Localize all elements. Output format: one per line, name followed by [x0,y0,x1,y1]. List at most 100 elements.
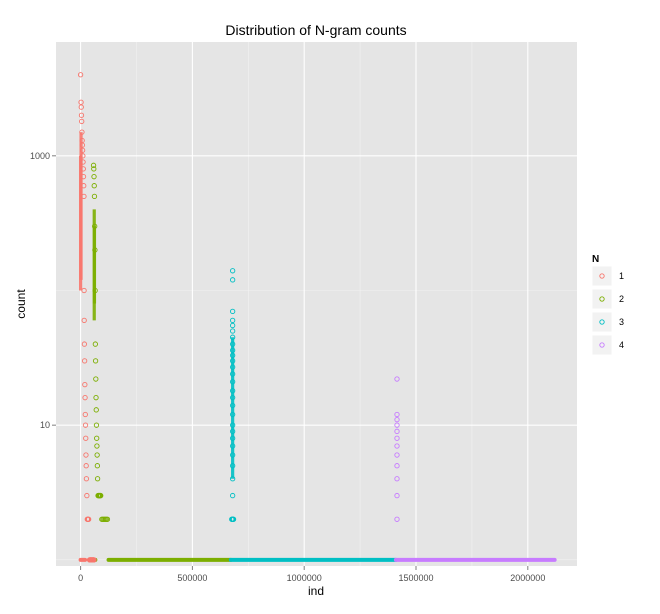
series-4-point [394,376,400,382]
legend-key [591,265,613,287]
legend-item-3: 3 [591,311,624,333]
series-2-point [91,174,97,180]
legend: N 1 2 3 4 [591,254,624,356]
legend-symbol [599,319,605,325]
y-axis-label: count [14,289,28,319]
series-1-point [79,118,85,125]
series-1-point [81,317,87,324]
series-4-point [394,411,400,418]
series-1-point [85,516,92,522]
series-4-point [394,476,400,482]
legend-label: 4 [619,340,624,350]
series-3-point [229,268,236,274]
series-3-point [229,435,236,441]
series-1-point [80,174,87,180]
series-2-point [91,183,97,189]
series-2-point [93,395,99,401]
series-3-point [229,347,236,353]
series-1-point [80,166,86,172]
series-3-point [229,364,236,370]
band-layer [78,132,557,562]
series-2-point [93,376,99,382]
plot-panel [56,42,577,566]
series-1-point [79,147,86,153]
y-tick-label: 10 [40,420,50,430]
series-3-point [229,334,236,340]
legend-label: 3 [619,317,624,327]
series-4-point [394,416,400,423]
series-1-point [81,183,87,189]
series-1-point [83,452,89,458]
series-4-point [394,428,400,434]
x-tick-label: 1500000 [398,573,433,583]
series-4-point [394,443,400,449]
series-1-point [81,358,88,364]
series-1-point [79,129,85,135]
legend-label: 2 [619,294,624,304]
series-4-point [394,463,400,469]
series-1-point [77,72,84,78]
x-tick-label: 1000000 [287,573,322,583]
legend-item-4: 4 [591,334,624,356]
series-1-point [82,381,88,388]
series-3-point [230,516,237,522]
series-3-point [229,402,236,409]
series-3-point [229,322,236,329]
grid-layer [56,42,577,566]
series-3-point [229,492,236,499]
series-4-point [394,516,400,522]
series-2-point [91,193,98,200]
legend-title: N [592,254,599,265]
series-4-point [394,435,400,441]
series-1-point [83,435,89,441]
series-1-point [78,99,84,105]
series-3-point [229,317,236,324]
series-2-point [92,341,99,347]
series-3-point [229,358,236,364]
series-3-point [229,463,236,469]
series-1-point [84,492,90,499]
series-3-point [229,411,236,418]
series-4-point [394,422,400,428]
series-1-point [78,112,85,118]
series-1-point [81,287,87,294]
series-1-point [79,142,86,148]
series-2-point [91,166,97,172]
legend-label: 1 [619,271,624,281]
series-2-point [90,162,97,168]
legend-item-2: 2 [591,288,624,310]
x-tick-label: 2000000 [510,573,545,583]
legend-key [591,311,613,333]
series-3-point [229,443,236,449]
series-3-point [229,341,236,347]
legend-key [591,334,613,356]
series-3-point [229,428,236,434]
legend-items: 1 2 3 4 [591,265,624,356]
legend-symbol [599,342,605,348]
series-3-point [229,379,236,385]
series-2-point [92,287,98,294]
series-4-point [394,452,400,458]
series-3-point [229,476,236,482]
series-2-point [92,247,98,253]
series-2-point [94,476,101,482]
series-3-point [229,371,236,377]
y-tick-label: 1000 [30,151,50,161]
series-2-point [93,407,99,413]
series-2-point [94,463,101,469]
axis-layer: 0 500000 1000000 1500000 2000000 10 1000 [30,151,545,583]
chart-title: Distribution of N-gram counts [225,22,406,38]
series-1-point [91,557,97,563]
series-2-point [104,516,111,522]
x-tick-label: 500000 [177,573,207,583]
series-1-point [81,341,88,347]
series-2-point [94,443,100,449]
legend-symbol [599,273,605,279]
series-4-point [394,492,400,499]
series-2-point [92,223,98,229]
series-3-point [229,328,236,334]
series-3-point [229,352,236,358]
point-layer [77,72,400,563]
series-1-point [82,411,88,418]
